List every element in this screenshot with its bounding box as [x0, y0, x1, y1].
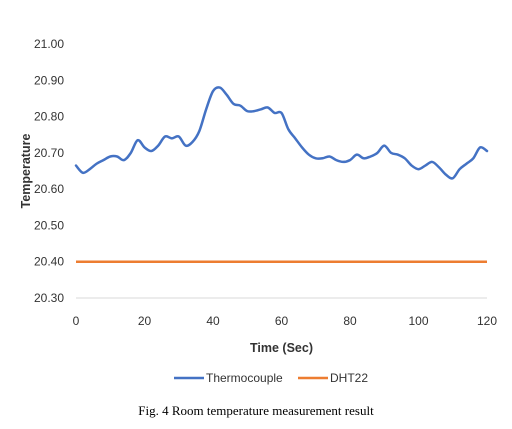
- y-tick-label: 21.00: [34, 37, 64, 51]
- y-axis-tick-labels: 20.30 20.40 20.50 20.60 20.70 20.80 20.90 21.00: [34, 37, 64, 305]
- x-axis-title: Time (Sec): [250, 341, 313, 355]
- y-tick-label: 20.40: [34, 255, 64, 269]
- figure-caption: Fig. 4 Room temperature measurement resu…: [138, 403, 374, 418]
- y-tick-label: 20.30: [34, 291, 64, 305]
- x-tick-label: 80: [343, 314, 357, 328]
- x-tick-label: 100: [408, 314, 428, 328]
- y-tick-label: 20.60: [34, 182, 64, 196]
- thermocouple-series-line: [74, 86, 489, 180]
- legend-label-dht22: DHT22: [330, 371, 368, 385]
- x-tick-label: 60: [275, 314, 289, 328]
- y-axis-title: Temperature: [19, 134, 33, 209]
- x-tick-label: 0: [73, 314, 80, 328]
- line-chart: 20.30 20.40 20.50 20.60 20.70 20.80 20.90 21.00…: [19, 37, 498, 385]
- legend: Thermocouple DHT22: [174, 371, 368, 385]
- x-axis-tick-labels: 0 20 40 60 80 100 120: [73, 314, 498, 328]
- y-tick-label: 20.50: [34, 218, 64, 232]
- y-tick-label: 20.80: [34, 110, 64, 124]
- y-axis-title-text: Temperature: [19, 134, 33, 209]
- x-tick-label: 120: [477, 314, 497, 328]
- legend-label-thermocouple: Thermocouple: [206, 371, 283, 385]
- x-tick-label: 20: [138, 314, 152, 328]
- x-tick-label: 40: [206, 314, 220, 328]
- y-tick-label: 20.70: [34, 146, 64, 160]
- y-tick-label: 20.90: [34, 73, 64, 87]
